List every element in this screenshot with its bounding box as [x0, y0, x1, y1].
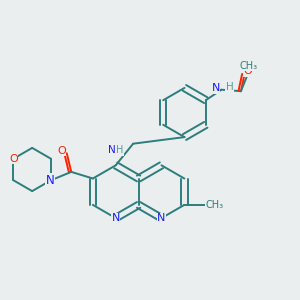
Text: CH₃: CH₃ [239, 61, 257, 71]
Text: O: O [9, 154, 18, 164]
Text: N: N [157, 213, 166, 223]
Text: N: N [112, 213, 120, 223]
Text: H: H [226, 82, 234, 92]
Text: N: N [46, 174, 55, 187]
Text: O: O [244, 66, 253, 76]
Text: N: N [108, 145, 116, 155]
Text: O: O [57, 146, 66, 156]
Text: CH₃: CH₃ [205, 200, 224, 210]
Text: N: N [212, 83, 220, 93]
Text: H: H [116, 145, 123, 155]
